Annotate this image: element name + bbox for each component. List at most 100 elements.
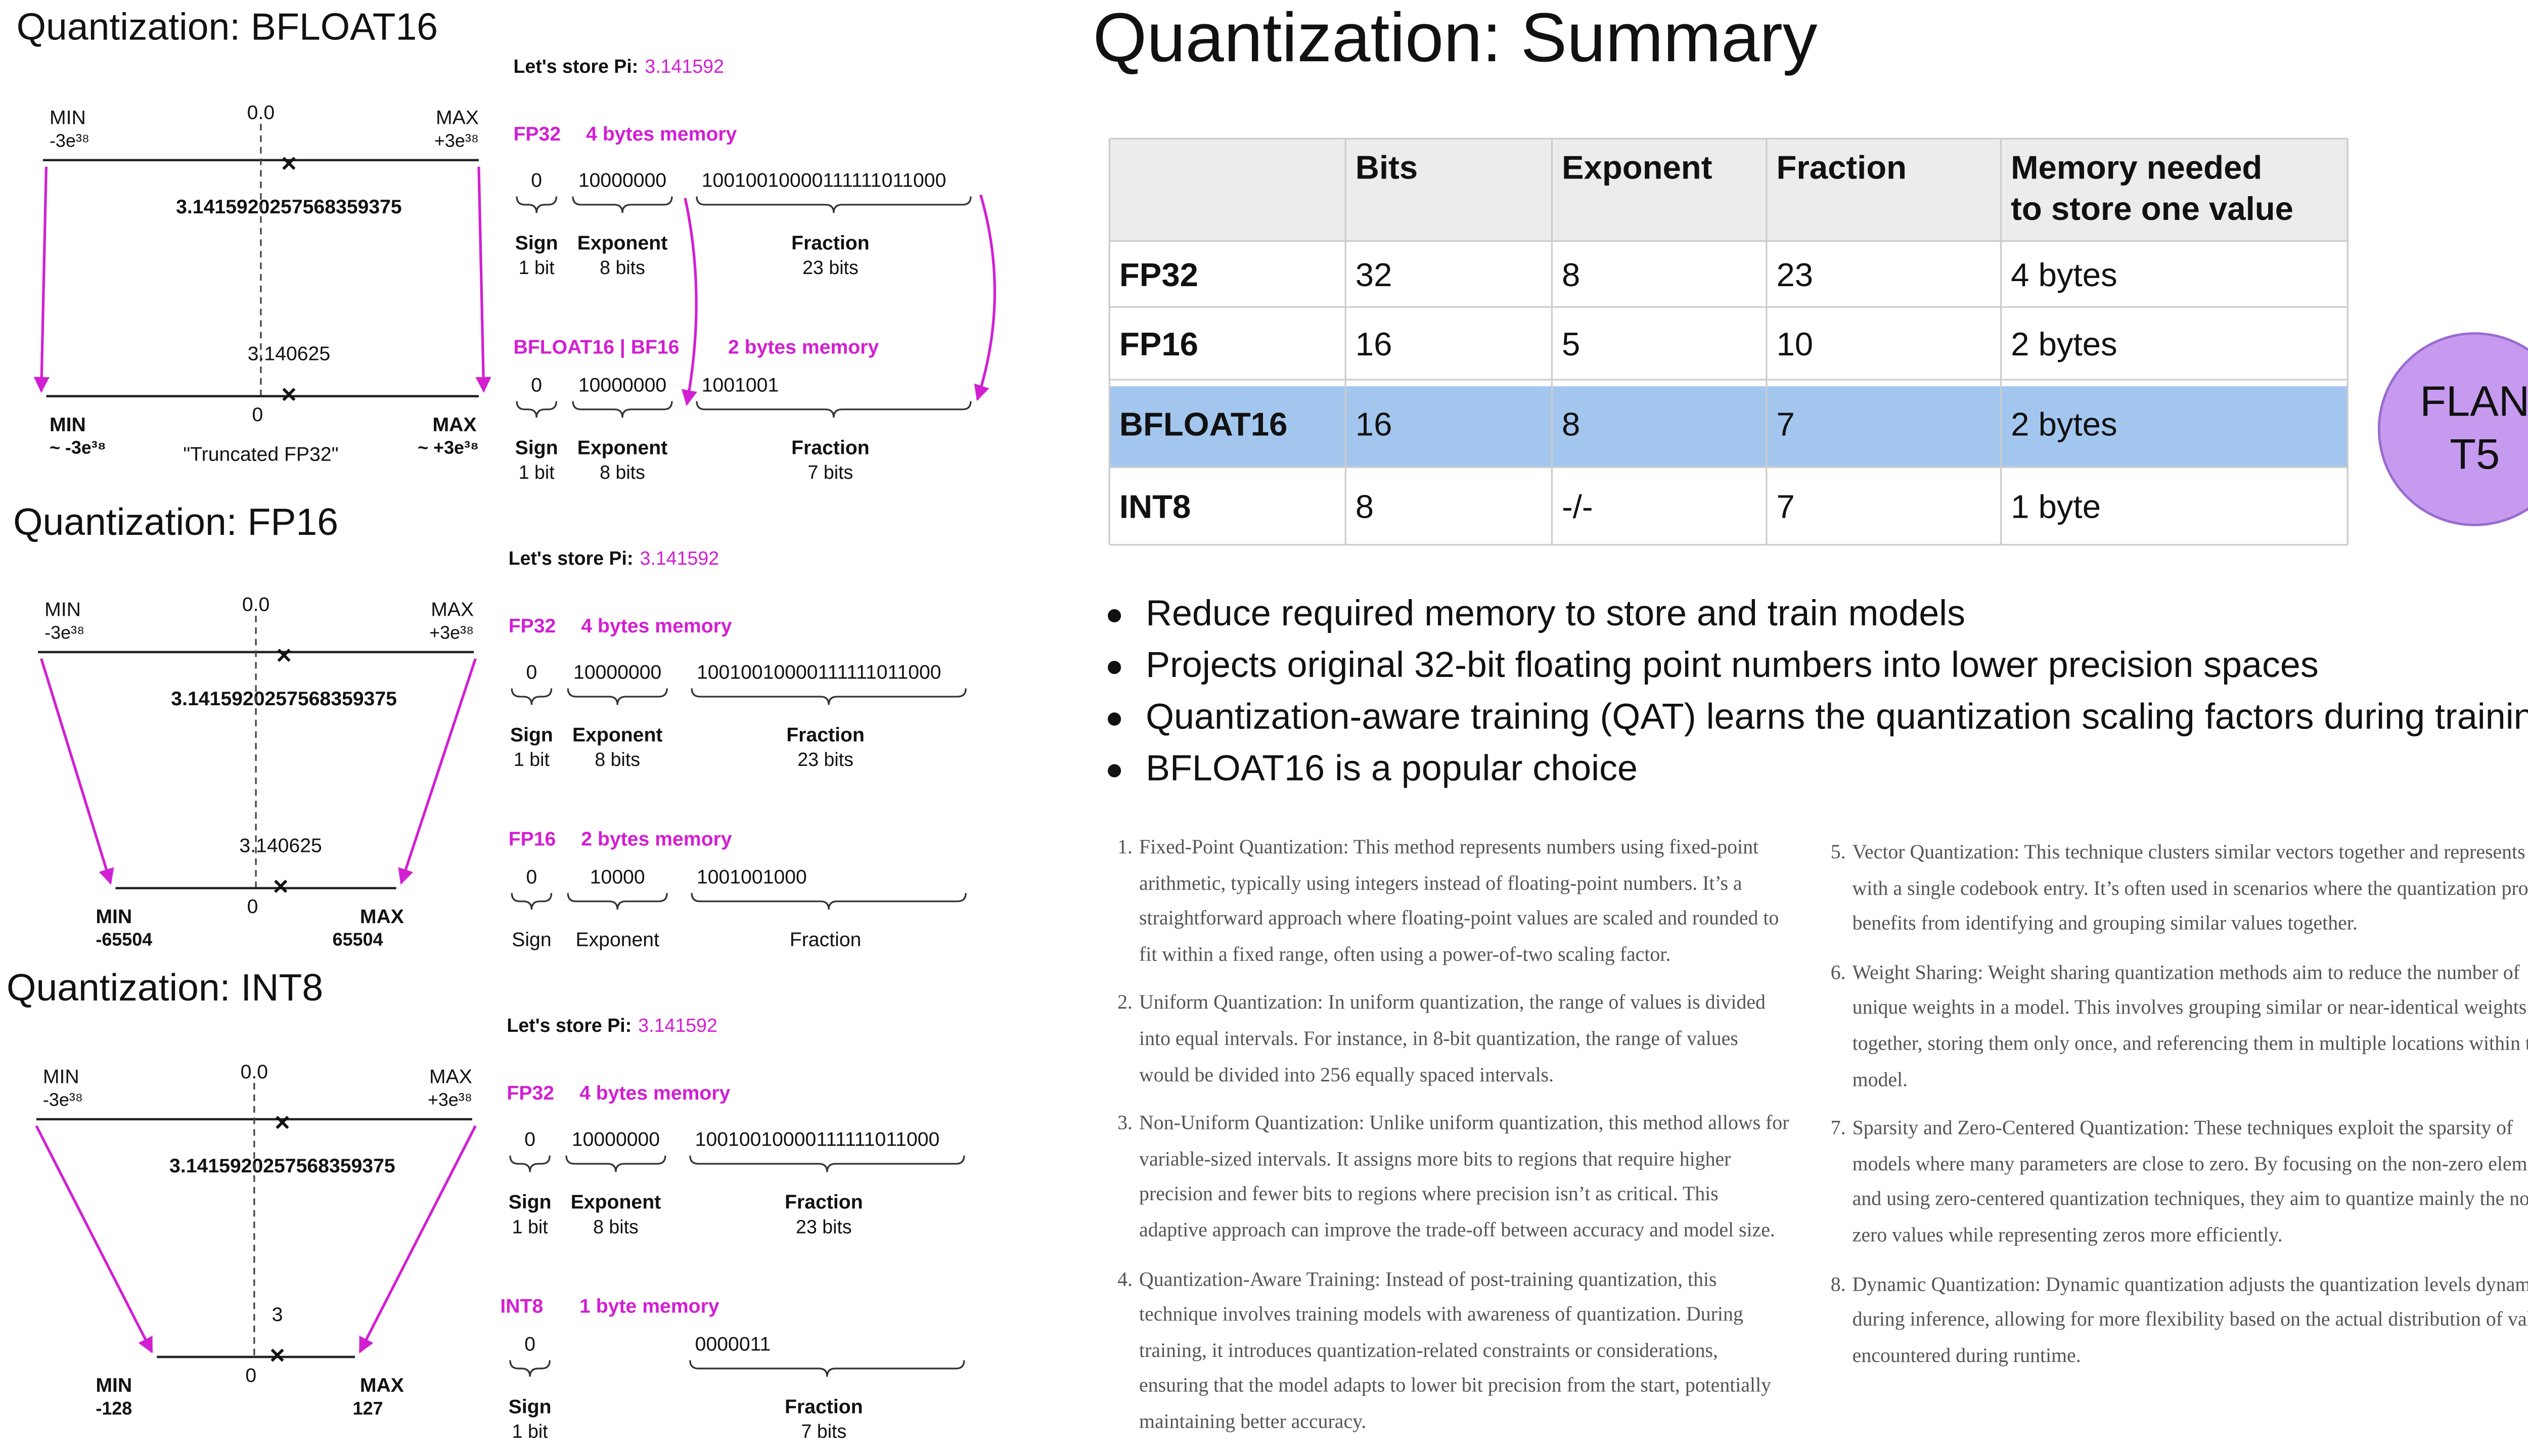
field-name: Sign (512, 929, 551, 951)
bits: 0 (526, 866, 537, 888)
cell: 16 (1356, 405, 1392, 442)
bullet-dot (1108, 764, 1121, 778)
bits: 10010010000111111011000 (702, 170, 946, 192)
field-size: 8 bits (600, 257, 645, 278)
field-size: 1 bit (512, 1421, 549, 1442)
max-label: MAX (431, 599, 474, 621)
max-label: MAX (436, 107, 479, 128)
brace (509, 1360, 551, 1377)
truncate-arrow (974, 194, 997, 401)
memory-label: 4 bytes memory (581, 615, 732, 637)
min-label: MIN (43, 1066, 79, 1088)
method-text: Uniform Quantization: In uniform quantiz… (1139, 991, 1766, 1086)
map-arrow (33, 166, 50, 393)
column-header: Exponent (1562, 149, 1712, 186)
method-number: 8. (1830, 1272, 1846, 1295)
method-number: 6. (1830, 960, 1846, 984)
fp32-value: 3.1415920257568359375 (171, 688, 397, 710)
pi-value: 3.141592 (640, 548, 719, 569)
field-name: Sign (509, 1396, 552, 1418)
store-line: Let's store Pi: 3.141592 (509, 548, 719, 569)
brace (572, 401, 673, 418)
map-arrow (35, 1125, 153, 1354)
field-name: Fraction (791, 233, 870, 254)
brace (689, 1360, 965, 1377)
field-name: Exponent (575, 929, 659, 951)
min-label: MIN (50, 107, 86, 128)
field-name: Exponent (577, 233, 667, 254)
bits: 10010010000111111011000 (695, 1129, 940, 1151)
field-name: Sign (515, 233, 558, 254)
store-label: Let's store Pi: (509, 548, 634, 569)
zero-label: 0.0 (242, 594, 269, 616)
map-arrow (398, 658, 477, 885)
brace (511, 893, 553, 910)
brace (516, 196, 558, 213)
bullet: Reduce required memory to store and trai… (1146, 593, 1965, 633)
bits: 10000000 (578, 170, 666, 192)
max-label: MAX (360, 1375, 404, 1396)
format-label: FP32 (507, 1082, 554, 1104)
method-item: 2. Uniform Quantization: In uniform quant… (1109, 986, 1789, 1094)
method-item: 7. Sparsity and Zero-Centered Quantizatio… (1823, 1111, 2528, 1254)
bits: 0000011 (695, 1334, 771, 1355)
bits: 0 (531, 170, 542, 192)
zero-label: 0 (252, 404, 263, 426)
cell: 1 byte (2011, 488, 2101, 525)
max-label: MAX (433, 414, 477, 436)
method-list: 5. Vector Quantization: This technique cl… (1823, 835, 2528, 1374)
method-number: 1. (1117, 835, 1133, 858)
store-line: Let's store Pi: 3.141592 (514, 56, 724, 77)
format-label: FP16 (509, 828, 556, 850)
zero-label: 0.0 (241, 1061, 268, 1083)
column-header: Fraction (1776, 149, 1907, 186)
summary-slide: Quantization: Summary Bits Exponent Fractio… (1093, 0, 2528, 1440)
method-text: Vector Quantization: This technique clus… (1852, 840, 2528, 935)
cell: 23 (1776, 256, 1813, 293)
badge-text: T5 (2450, 430, 2500, 478)
field-size: 23 bits (802, 257, 859, 278)
brace (509, 1155, 551, 1172)
bullet: Projects original 32-bit floating point … (1146, 645, 2319, 685)
format-label: BFLOAT16 | BF16 (514, 336, 680, 358)
max-label: MAX (360, 906, 404, 928)
method-text: Sparsity and Zero-Centered Quantization:… (1852, 1116, 2528, 1247)
cell: 8 (1356, 488, 1374, 525)
fp32-value: 3.1415920257568359375 (176, 196, 402, 218)
method-item: 5. Vector Quantization: This technique cl… (1823, 835, 2528, 942)
row-header: BFLOAT16 (1119, 405, 1288, 442)
panel-title: Quantization: BFLOAT16 (17, 6, 438, 48)
bullet: Quantization-aware training (QAT) learns… (1146, 696, 2528, 737)
brace (567, 893, 668, 910)
zero-label: 0.0 (247, 102, 275, 124)
bits: 1001001 (702, 374, 779, 396)
bits: 10010010000111111011000 (697, 662, 941, 684)
method-number: 3. (1117, 1111, 1133, 1134)
method-number: 7. (1830, 1116, 1846, 1140)
method-number: 5. (1830, 840, 1846, 863)
min-value: -3e³⁸ (44, 622, 84, 643)
cell: 8 (1562, 256, 1580, 293)
field-name: Fraction (785, 1192, 863, 1213)
panel-title: Quantization: FP16 (13, 500, 338, 543)
min-label: MIN (96, 1375, 132, 1396)
cell: -/- (1562, 488, 1593, 525)
store-line: Let's store Pi: 3.141592 (507, 1015, 717, 1036)
method-item: 4. Quantization-Aware Training: Instead o… (1109, 1262, 1789, 1440)
bits: 0 (524, 1334, 535, 1355)
bits: 0 (524, 1129, 535, 1151)
cell: 10 (1776, 326, 1813, 362)
method-item: 1. Fixed-Point Quantization: This method … (1109, 830, 1789, 973)
fp32-value: 3.1415920257568359375 (169, 1155, 395, 1177)
min-label: MIN (44, 599, 81, 621)
field-size: 1 bit (519, 257, 555, 278)
min-value: -3e³⁸ (50, 130, 89, 151)
method-text: Dynamic Quantization: Dynamic quantizati… (1852, 1272, 2528, 1367)
memory-label: 4 bytes memory (579, 1082, 730, 1104)
store-label: Let's store Pi: (514, 56, 639, 77)
brace (696, 401, 972, 418)
row-header: INT8 (1119, 488, 1191, 525)
x-marker: × (273, 872, 289, 901)
